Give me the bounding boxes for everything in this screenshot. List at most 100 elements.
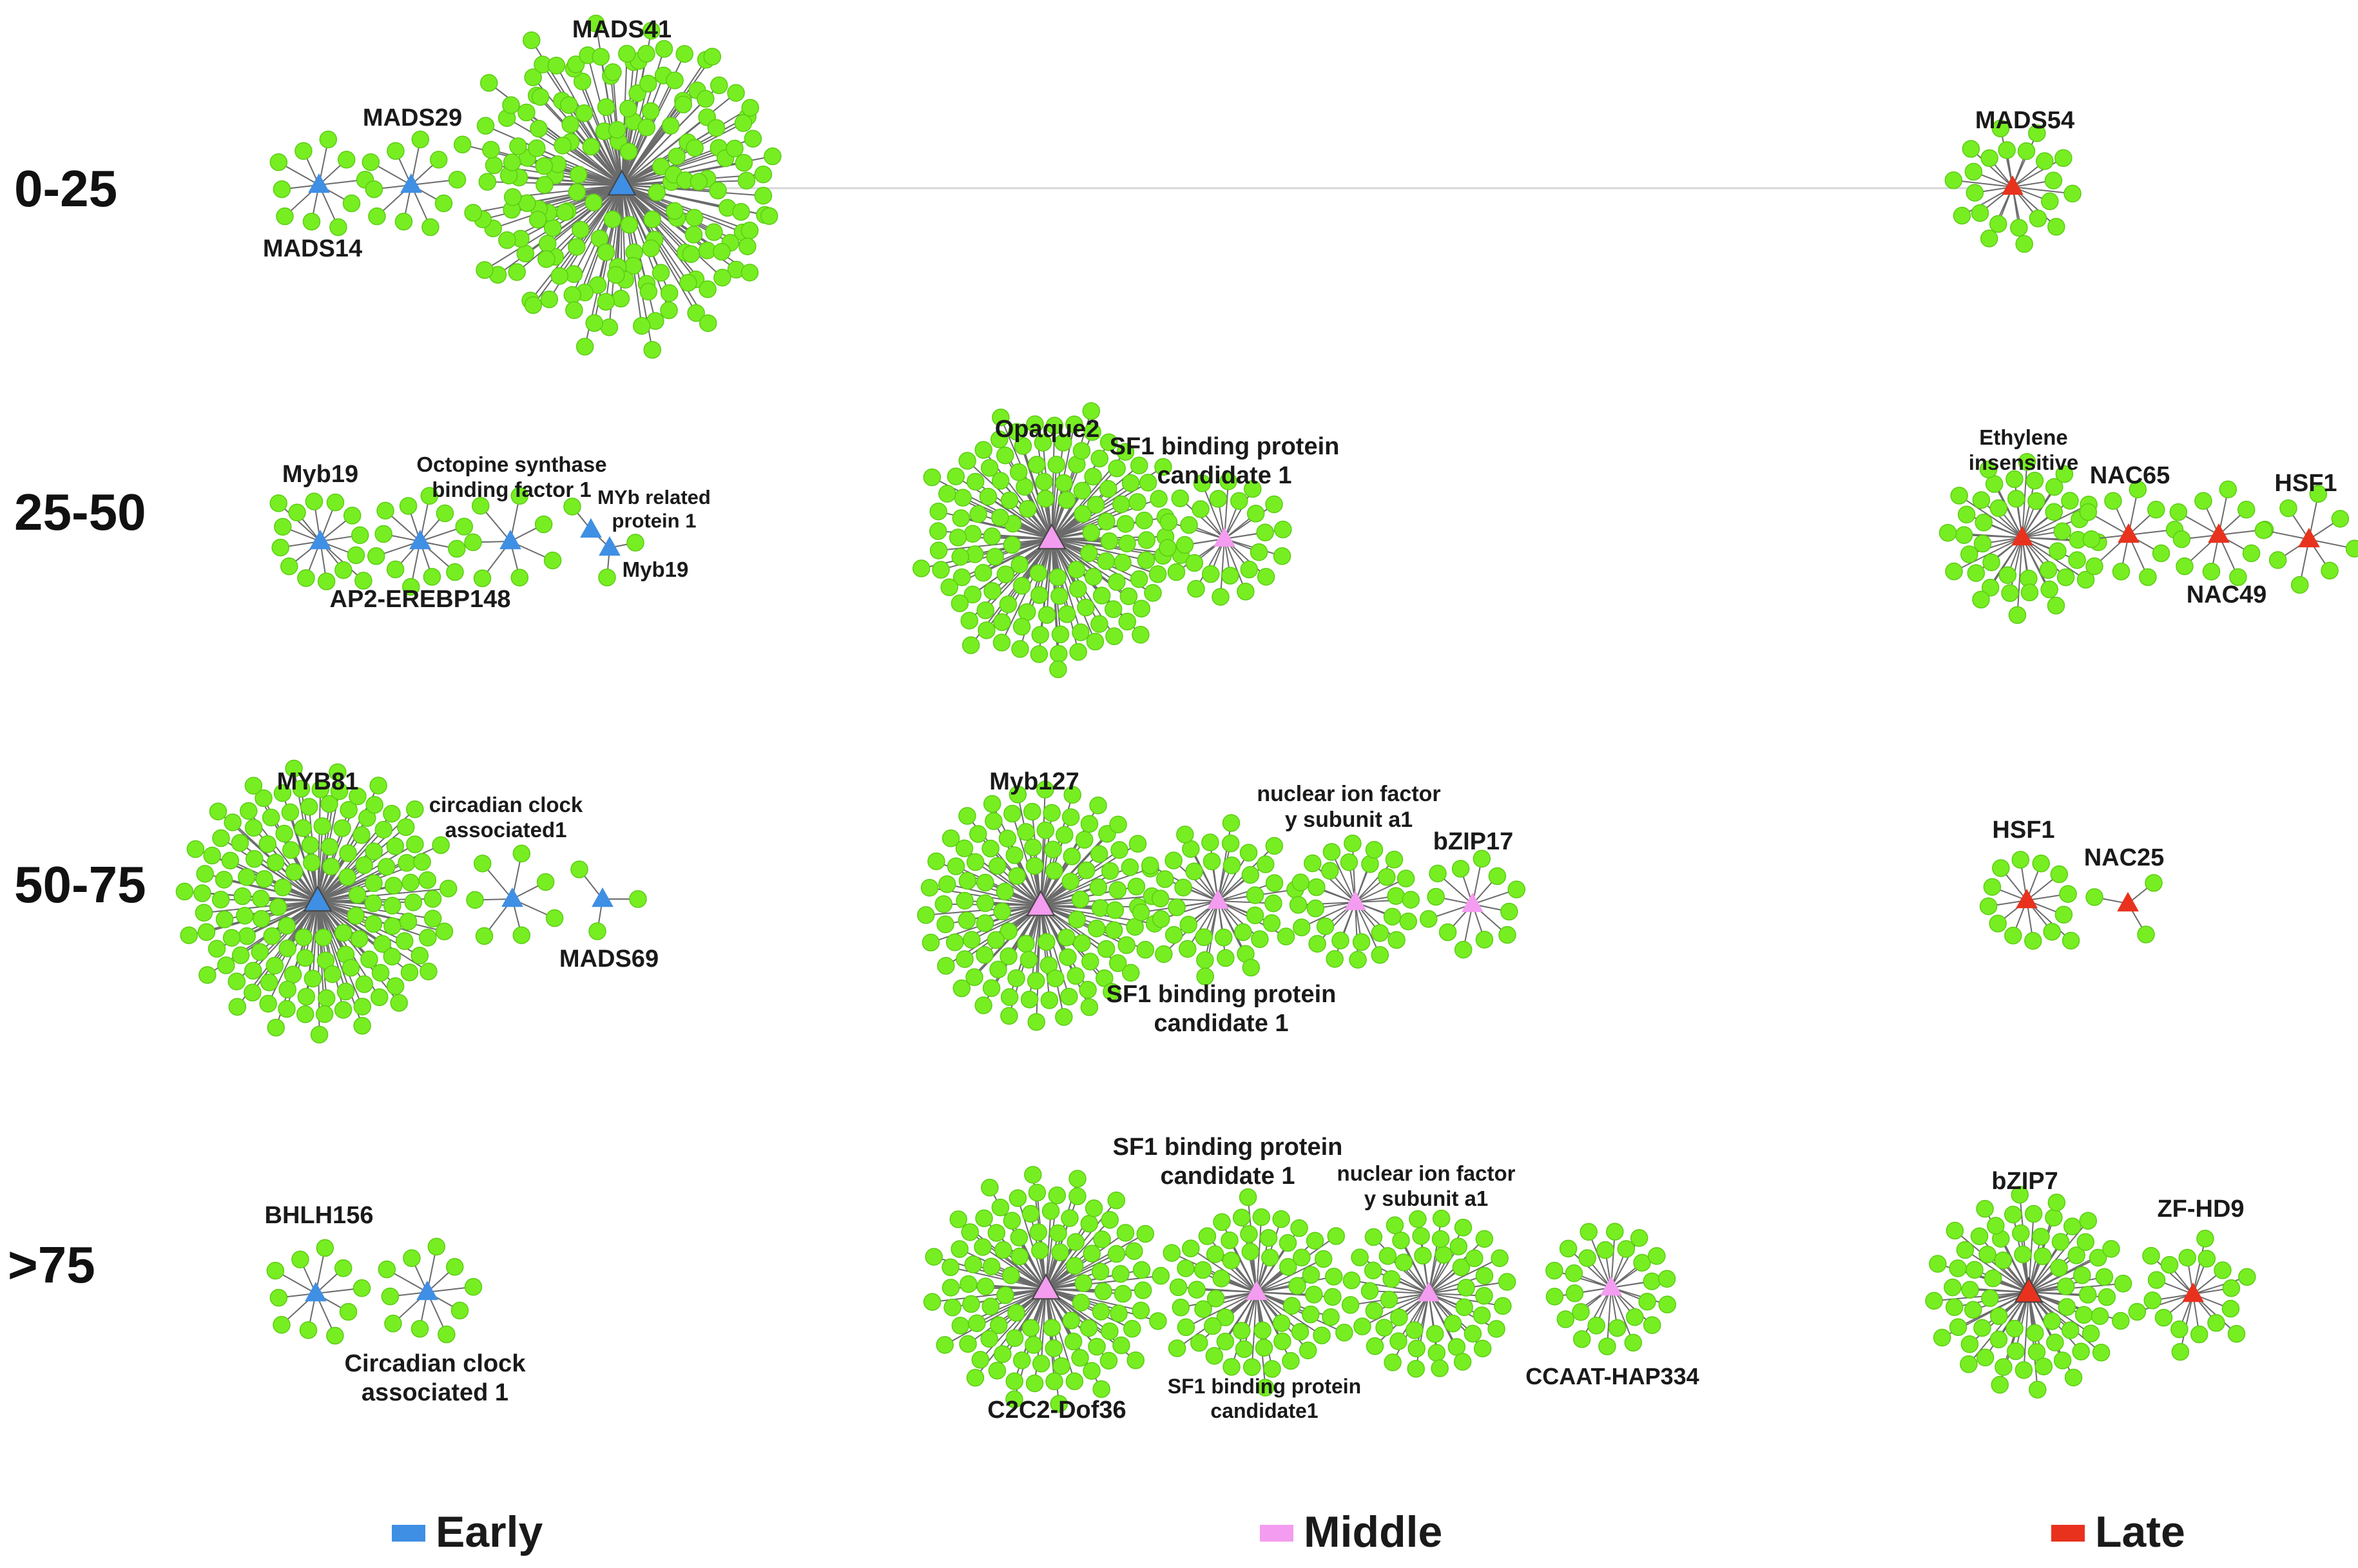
gene-node xyxy=(384,876,403,895)
gene-node xyxy=(1123,1320,1141,1338)
network-hsf1a xyxy=(2254,485,2358,594)
gene-node xyxy=(1052,1357,1070,1375)
gene-node xyxy=(297,987,316,1006)
gene-node xyxy=(1407,1360,1425,1378)
gene-node xyxy=(278,980,296,999)
gene-node xyxy=(1072,441,1091,460)
gene-node xyxy=(1277,927,1295,945)
gene-node xyxy=(1177,1318,1195,1337)
gene-node xyxy=(2015,235,2033,253)
gene-node xyxy=(980,459,999,477)
gene-node xyxy=(740,221,759,240)
gene-node xyxy=(2055,465,2074,483)
edge xyxy=(516,184,623,273)
gene-node xyxy=(1068,580,1087,598)
gene-node xyxy=(282,841,300,859)
gene-node xyxy=(2005,470,2024,489)
gene-node xyxy=(2011,851,2030,869)
gene-node xyxy=(536,176,554,194)
gene-node xyxy=(597,98,615,116)
gene-node xyxy=(2137,925,2155,944)
gene-node xyxy=(1994,1251,2013,1270)
gene-node xyxy=(929,502,947,521)
edge xyxy=(2022,518,2080,538)
legend-swatch xyxy=(1260,1525,1293,1542)
gene-node xyxy=(983,527,1001,545)
gene-node xyxy=(969,825,987,843)
gene-node xyxy=(211,891,230,909)
edge xyxy=(621,92,737,186)
gene-node xyxy=(2196,1230,2214,1248)
gene-node xyxy=(2033,1247,2052,1266)
gene-node xyxy=(1034,434,1052,452)
gene-node xyxy=(1475,1266,1494,1285)
gene-node xyxy=(1062,1312,1081,1330)
gene-node xyxy=(1105,627,1123,646)
gene-node xyxy=(337,151,356,169)
gene-node xyxy=(1044,840,1062,859)
gene-node xyxy=(1012,617,1031,636)
gene-node xyxy=(2242,544,2261,563)
edge xyxy=(1373,1270,1429,1294)
gene-node xyxy=(1617,1240,1636,1258)
gene-node xyxy=(1980,229,1998,247)
edge xyxy=(317,846,396,902)
gene-node xyxy=(334,561,353,579)
gene-node xyxy=(420,487,439,505)
gene-node xyxy=(1055,1008,1073,1026)
gene-node xyxy=(1970,1227,1989,1246)
gene-node xyxy=(353,826,371,844)
transcription-factor-node xyxy=(580,518,602,538)
edge xyxy=(1011,813,1041,906)
gene-node xyxy=(1195,928,1213,947)
gene-node xyxy=(365,874,383,893)
gene-node xyxy=(687,304,705,322)
gene-node xyxy=(2049,542,2067,561)
gene-node xyxy=(1010,556,1029,574)
gene-node xyxy=(1141,857,1159,875)
hub-label: SF1 binding protein candidate 1 xyxy=(1110,433,1340,489)
gene-node xyxy=(1293,918,1311,936)
gene-node xyxy=(1246,886,1264,904)
gene-node xyxy=(739,237,757,256)
gene-node xyxy=(334,1259,353,1277)
gene-node xyxy=(1031,626,1049,644)
gene-node xyxy=(1234,923,1252,942)
edge xyxy=(1301,902,1356,928)
gene-node xyxy=(550,267,569,285)
gene-node xyxy=(923,468,942,487)
gene-node xyxy=(2018,452,2036,471)
gene-node xyxy=(2050,865,2069,884)
gene-node xyxy=(572,220,590,239)
gene-node xyxy=(980,1330,998,1348)
gene-node xyxy=(1498,1273,1516,1291)
edge xyxy=(317,829,385,902)
gene-node xyxy=(951,1317,970,1335)
gene-node xyxy=(535,157,553,175)
gene-node xyxy=(1137,551,1155,570)
gene-node xyxy=(969,505,987,523)
gene-node xyxy=(1291,1322,1309,1341)
gene-node xyxy=(2011,1186,2029,1204)
gene-node xyxy=(1973,1319,1991,1337)
gene-node xyxy=(1061,808,1080,826)
gene-node xyxy=(1065,1257,1084,1275)
hub-label-line: associated1 xyxy=(445,818,567,842)
gene-node xyxy=(1957,505,1976,524)
gene-node xyxy=(1383,907,1402,926)
gene-node xyxy=(1005,846,1023,864)
gene-node xyxy=(982,1257,1001,1275)
gene-node xyxy=(1097,512,1116,530)
gene-node xyxy=(1353,1317,1371,1335)
gene-node xyxy=(333,819,351,837)
gene-node xyxy=(1063,847,1081,866)
gene-node xyxy=(1144,584,1162,602)
gene-node xyxy=(1206,1245,1224,1263)
gene-node xyxy=(1084,467,1102,486)
gene-node xyxy=(543,551,562,570)
hub-label-line: NAC49 xyxy=(2187,581,2267,608)
gene-node xyxy=(661,117,680,135)
edge xyxy=(1953,179,2013,188)
gene-node xyxy=(364,894,382,913)
hub-label-line: SF1 binding protein xyxy=(1110,433,1340,460)
